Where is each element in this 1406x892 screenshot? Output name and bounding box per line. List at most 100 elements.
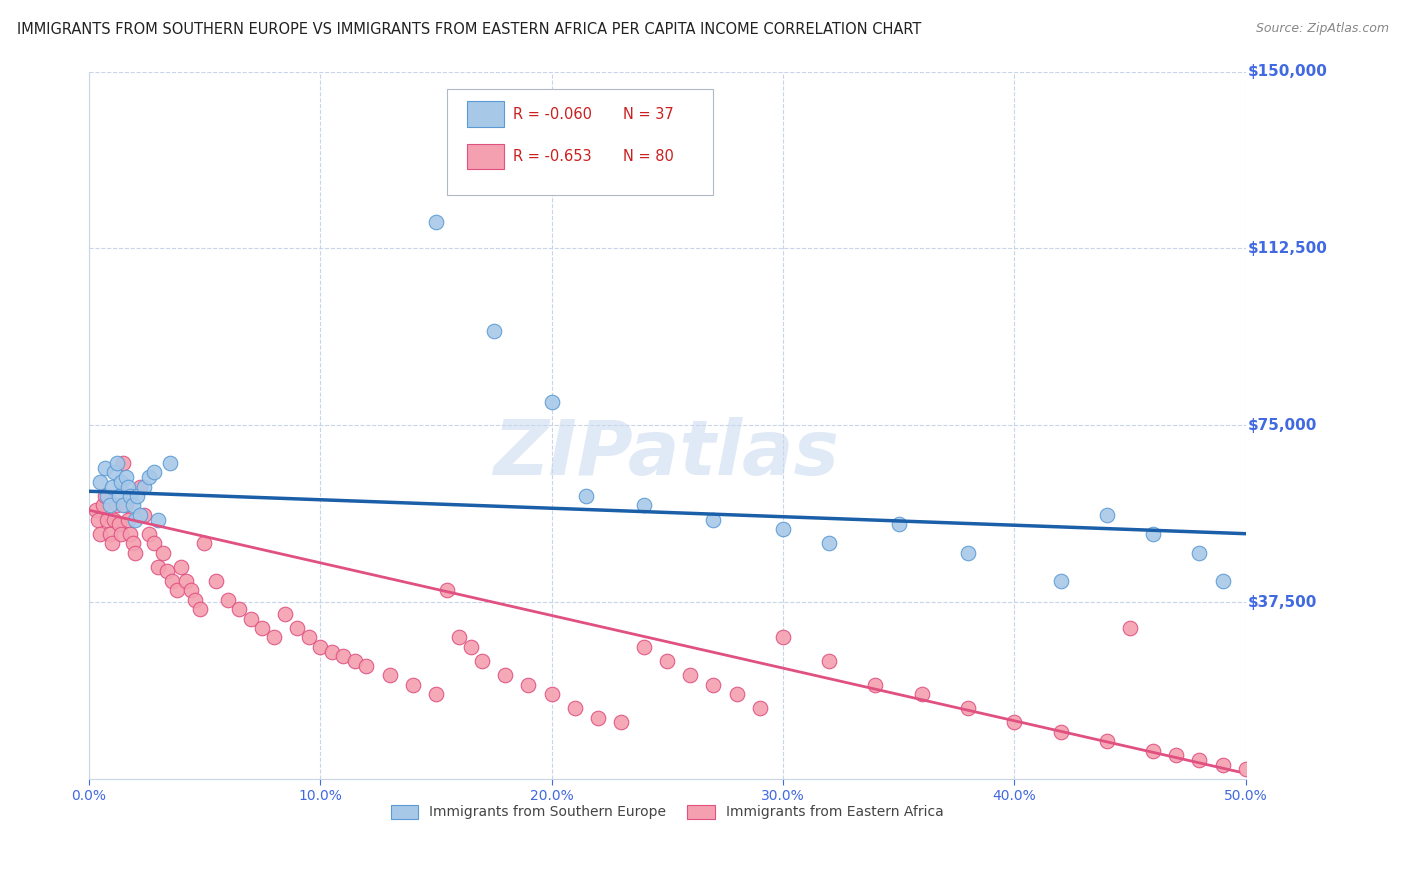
Point [772,522,794,536]
Point [89,475,111,489]
Point [105,456,128,470]
Text: R = -0.653: R = -0.653 [513,149,592,164]
Point [956,545,979,559]
Point [89,526,111,541]
Point [263,631,285,645]
Point [121,536,143,550]
Point [124,512,146,526]
Point [460,640,482,654]
Point [134,479,156,493]
Point [679,668,702,682]
Point [96,512,118,526]
Point [332,649,354,664]
Point [494,668,516,682]
Point [94,460,117,475]
Point [128,479,150,493]
Point [84,503,107,517]
Point [274,607,297,621]
Point [1002,715,1025,730]
Point [112,456,135,470]
Point [633,499,655,513]
Point [471,654,494,668]
Point [633,640,655,654]
Point [1049,724,1071,739]
Point [575,489,598,503]
Point [96,489,118,503]
Point [657,654,679,668]
Point [121,499,143,513]
Point [193,536,215,550]
Point [540,687,562,701]
FancyBboxPatch shape [467,102,505,127]
Point [114,499,136,513]
Point [134,508,156,522]
Point [447,631,470,645]
Text: N = 80: N = 80 [623,149,673,164]
Point [217,592,239,607]
Point [228,602,250,616]
Point [1142,743,1164,757]
Point [564,701,586,715]
Point [112,499,135,513]
Text: IMMIGRANTS FROM SOUTHERN EUROPE VS IMMIGRANTS FROM EASTERN AFRICA PER CAPITA INC: IMMIGRANTS FROM SOUTHERN EUROPE VS IMMIG… [17,22,921,37]
Point [1188,753,1211,767]
Point [378,668,401,682]
Point [285,621,308,635]
Point [956,701,979,715]
Point [1166,748,1188,763]
Point [297,631,319,645]
Point [138,470,160,484]
Text: ZIPatlas: ZIPatlas [494,417,841,491]
Point [124,545,146,559]
Point [180,583,202,598]
Point [127,489,149,503]
Point [586,710,609,724]
Point [108,517,131,532]
Point [188,602,211,616]
FancyBboxPatch shape [467,144,505,169]
Text: N = 37: N = 37 [623,106,673,121]
Point [1212,757,1234,772]
Point [94,489,117,503]
FancyBboxPatch shape [447,89,713,195]
Point [818,536,841,550]
Point [1234,763,1257,777]
Text: $37,500: $37,500 [1249,595,1317,609]
Point [156,565,179,579]
Point [142,466,165,480]
Point [911,687,934,701]
Point [402,677,425,691]
Point [818,654,841,668]
Point [343,654,366,668]
Point [170,559,193,574]
Point [105,499,128,513]
Point [146,559,169,574]
Point [425,687,447,701]
Point [146,512,169,526]
Point [252,621,274,635]
Point [610,715,633,730]
Point [98,499,121,513]
Point [159,456,181,470]
Point [1095,508,1118,522]
Point [114,470,136,484]
Point [1142,526,1164,541]
Point [101,479,124,493]
Point [865,677,887,691]
Point [110,526,132,541]
Point [205,574,228,588]
Text: $112,500: $112,500 [1249,241,1327,256]
Point [160,574,183,588]
Point [184,592,207,607]
Text: Source: ZipAtlas.com: Source: ZipAtlas.com [1256,22,1389,36]
Point [356,658,378,673]
Point [725,687,748,701]
Point [91,499,114,513]
Text: $75,000: $75,000 [1249,417,1317,433]
Point [101,536,124,550]
Point [425,215,447,229]
Point [138,526,160,541]
Point [748,701,770,715]
Point [887,517,910,532]
Point [152,545,174,559]
